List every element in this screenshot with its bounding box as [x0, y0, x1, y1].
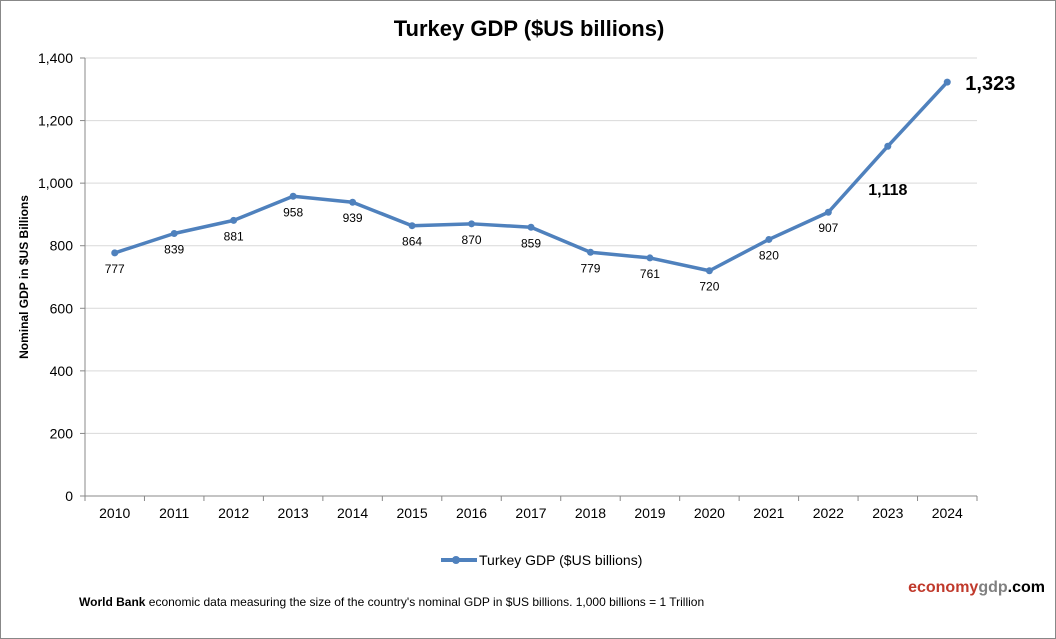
y-tick-label: 1,000	[38, 175, 73, 191]
y-tick-label: 0	[65, 488, 73, 504]
data-point	[527, 223, 535, 231]
data-point	[824, 208, 832, 216]
brand-logo[interactable]: economygdp.com	[908, 579, 1045, 597]
x-tick-label: 2015	[396, 505, 427, 521]
x-tick-label: 2016	[456, 505, 487, 521]
brand-part: economy	[908, 579, 979, 596]
data-label: 820	[759, 248, 779, 262]
data-label: 859	[521, 236, 541, 250]
data-point	[468, 220, 476, 228]
x-tick-label: 2024	[932, 505, 963, 521]
data-label: 720	[699, 280, 719, 294]
chart-title: Turkey GDP ($US billions)	[394, 16, 665, 41]
data-label: 881	[224, 229, 244, 243]
y-tick-label: 1,200	[38, 113, 73, 129]
x-tick-label: 2019	[634, 505, 665, 521]
source-text: economic data measuring the size of the …	[145, 595, 705, 609]
data-point	[230, 216, 238, 224]
data-point	[765, 235, 773, 243]
y-tick-label: 400	[50, 363, 74, 379]
data-label: 939	[343, 211, 363, 225]
y-tick-label: 800	[50, 238, 74, 254]
legend[interactable]: Turkey GDP ($US billions)	[441, 552, 642, 568]
data-point	[170, 230, 178, 238]
y-tick-label: 200	[50, 425, 74, 441]
x-tick-label: 2023	[872, 505, 903, 521]
data-label: 777	[105, 262, 125, 276]
y-tick-label: 600	[50, 300, 74, 316]
x-tick-label: 2011	[159, 505, 189, 521]
source-note: World Bank economic data measuring the s…	[79, 595, 704, 609]
x-tick-label: 2021	[753, 505, 784, 521]
x-tick-label: 2018	[575, 505, 606, 521]
x-tick-label: 2017	[515, 505, 546, 521]
x-tick-label: 2014	[337, 505, 368, 521]
data-label: 870	[462, 233, 482, 247]
data-label: 779	[580, 261, 600, 275]
data-label: 761	[640, 267, 660, 281]
x-tick-label: 2013	[278, 505, 309, 521]
data-point	[111, 249, 119, 257]
data-point	[705, 267, 713, 275]
data-point	[943, 78, 951, 86]
legend-line-marker	[441, 556, 477, 564]
data-point	[289, 192, 297, 200]
brand-part: .com	[1007, 579, 1045, 596]
data-label: 958	[283, 205, 303, 219]
legend-label: Turkey GDP ($US billions)	[479, 552, 643, 568]
data-label: 839	[164, 243, 184, 257]
data-label: 907	[818, 221, 838, 235]
data-point	[349, 198, 357, 206]
x-tick-label: 2010	[99, 505, 130, 521]
y-axis-label: Nominal GDP in $US Billions	[17, 195, 31, 359]
data-point	[408, 222, 416, 230]
data-label: 864	[402, 235, 422, 249]
x-tick-label: 2020	[694, 505, 725, 521]
y-tick-label: 1,400	[38, 50, 73, 66]
data-point	[646, 254, 654, 262]
brand-part: gdp	[978, 579, 1008, 596]
data-point	[884, 142, 892, 150]
data-label: 1,118	[868, 182, 907, 199]
source-name: World Bank	[79, 595, 146, 609]
x-tick-label: 2012	[218, 505, 249, 521]
data-label: 1,323	[965, 73, 1015, 95]
x-tick-label: 2022	[813, 505, 844, 521]
data-point	[586, 248, 594, 256]
